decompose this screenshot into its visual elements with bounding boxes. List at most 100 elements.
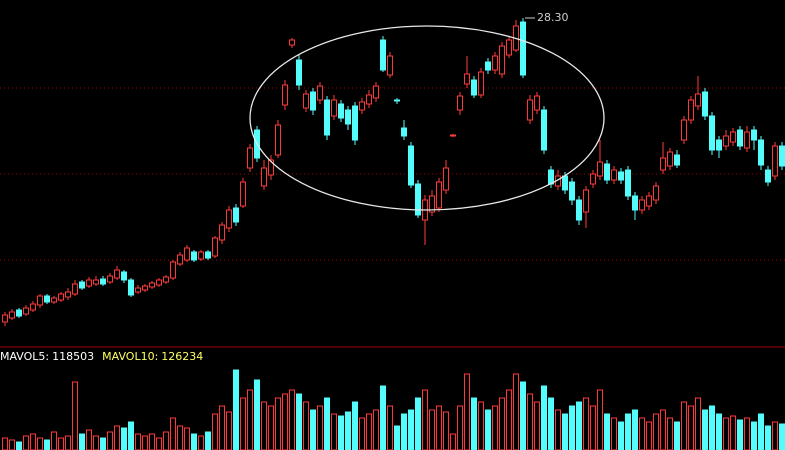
volume-bar bbox=[22, 435, 30, 450]
candle-body bbox=[351, 105, 359, 141]
candle-body bbox=[680, 119, 688, 141]
candle-body bbox=[442, 167, 450, 191]
volume-bar bbox=[687, 405, 695, 450]
volume-bar bbox=[778, 423, 785, 450]
candle-body bbox=[498, 45, 506, 75]
volume-bar bbox=[302, 401, 310, 450]
volume-bar bbox=[106, 431, 114, 450]
candle-body bbox=[771, 145, 779, 177]
candle-body bbox=[127, 279, 135, 296]
candle-body bbox=[449, 134, 457, 137]
volume-bar bbox=[624, 413, 632, 450]
volume-bar bbox=[92, 435, 100, 450]
candle-body bbox=[505, 39, 513, 56]
volume-bar bbox=[260, 401, 268, 450]
volume-bar bbox=[127, 421, 135, 450]
volume-bar bbox=[365, 413, 373, 450]
volume-bar bbox=[400, 413, 408, 450]
candle-body bbox=[729, 131, 737, 143]
candle-body bbox=[211, 237, 219, 257]
candle-body bbox=[575, 199, 583, 221]
volume-bar bbox=[1, 437, 9, 450]
candle-body bbox=[568, 181, 576, 201]
volume-bar bbox=[421, 389, 429, 450]
volume-bar bbox=[239, 397, 247, 450]
candle-body bbox=[470, 79, 478, 96]
volume-bar bbox=[631, 409, 639, 450]
candle-body bbox=[694, 93, 702, 107]
candle-body bbox=[757, 139, 765, 166]
volume-bar bbox=[477, 401, 485, 450]
volume-bar bbox=[610, 417, 618, 450]
candle-body bbox=[519, 21, 527, 76]
volume-bar bbox=[680, 401, 688, 450]
candle-body bbox=[428, 195, 436, 213]
candle-body bbox=[99, 278, 107, 285]
volume-bar bbox=[351, 401, 359, 450]
candle-body bbox=[750, 129, 758, 141]
candle-body bbox=[708, 115, 716, 151]
volume-bar bbox=[386, 405, 394, 450]
candle-body bbox=[323, 99, 331, 136]
volume-bar bbox=[470, 397, 478, 450]
candle-body bbox=[484, 61, 492, 71]
candle-body bbox=[148, 282, 156, 288]
volume-bar bbox=[708, 405, 716, 450]
candle-body bbox=[337, 103, 345, 119]
candle-body bbox=[491, 55, 499, 71]
candle-body bbox=[8, 311, 16, 319]
volume-bar bbox=[274, 397, 282, 450]
candle-body bbox=[92, 279, 100, 285]
candle-body bbox=[288, 39, 296, 46]
candle-body bbox=[113, 269, 121, 279]
candle-body bbox=[435, 181, 443, 209]
volume-bar bbox=[211, 413, 219, 450]
volume-bar bbox=[78, 433, 86, 450]
candle-body bbox=[477, 71, 485, 96]
candle-body bbox=[232, 207, 240, 223]
candle-body bbox=[29, 303, 37, 311]
volume-bar bbox=[113, 425, 121, 450]
volume-bar bbox=[449, 433, 457, 450]
volume-bar bbox=[638, 417, 646, 450]
candle-body bbox=[22, 307, 30, 315]
candle-body bbox=[281, 84, 289, 106]
candle-body bbox=[71, 283, 79, 295]
volume-bar bbox=[29, 433, 37, 450]
indicator-label: MAVOL10: bbox=[102, 350, 158, 363]
volume-bar bbox=[715, 413, 723, 450]
candle-body bbox=[463, 73, 471, 85]
volume-bar bbox=[316, 405, 324, 450]
volume-bar bbox=[309, 409, 317, 450]
candle-body bbox=[687, 99, 695, 121]
volume-bar bbox=[694, 397, 702, 450]
volume-bar bbox=[617, 421, 625, 450]
volume-bar bbox=[442, 411, 450, 450]
candle-body bbox=[603, 163, 611, 181]
volume-bar bbox=[379, 385, 387, 450]
candle-body bbox=[302, 93, 310, 109]
volume-bar bbox=[64, 435, 72, 450]
candle-body bbox=[645, 195, 653, 207]
volume-bar bbox=[281, 393, 289, 450]
volume-bar bbox=[120, 427, 128, 450]
candle-body bbox=[134, 287, 142, 293]
candle-body bbox=[379, 39, 387, 71]
volume-bar bbox=[204, 431, 212, 450]
candle-body bbox=[736, 129, 744, 147]
candle-body bbox=[316, 85, 324, 101]
highlight-ellipse bbox=[249, 25, 605, 211]
volume-bar bbox=[757, 413, 765, 450]
candle-body bbox=[400, 127, 408, 137]
candle-body bbox=[617, 171, 625, 181]
indicator-label: MAVOL5: bbox=[0, 350, 49, 363]
candle-body bbox=[764, 169, 772, 183]
candle-body bbox=[722, 135, 730, 147]
candle-body bbox=[344, 109, 352, 125]
volume-bar bbox=[729, 415, 737, 450]
volume-bar bbox=[330, 413, 338, 450]
volume-bar bbox=[358, 417, 366, 450]
candle-body bbox=[246, 147, 254, 169]
high-label: 28.30 bbox=[537, 11, 569, 24]
